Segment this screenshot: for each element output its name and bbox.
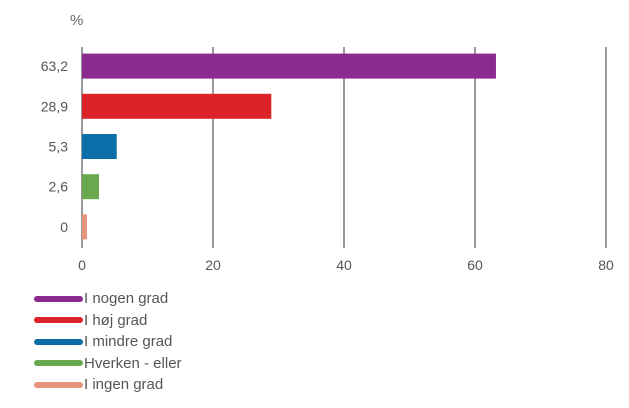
bar	[82, 134, 117, 159]
legend-label: I nogen grad	[84, 290, 169, 308]
bar-value-label: 28,9	[41, 98, 68, 114]
legend-label: I mindre grad	[84, 333, 173, 351]
chart-legend: I nogen grad I høj grad I mindre grad Hverk…	[34, 288, 182, 396]
bar-value-label: 0	[60, 219, 68, 235]
legend-swatch	[34, 317, 83, 324]
legend-item: Hverken - eller	[34, 353, 182, 375]
legend-swatch	[34, 295, 83, 302]
legend-swatch	[34, 360, 83, 367]
bar-chart: 0 20 40 60 80 63,2 28,9 5,3 2,6 0	[41, 47, 614, 273]
legend-label: I høj grad	[84, 311, 148, 329]
legend-swatch	[34, 381, 83, 388]
bar-value-label: 5,3	[49, 139, 69, 155]
legend-swatch	[34, 338, 83, 345]
legend-label: I ingen grad	[84, 376, 164, 394]
legend-label: Hverken - eller	[84, 354, 182, 372]
bar	[82, 174, 100, 200]
legend-item: I mindre grad	[34, 331, 182, 353]
bar-value-label: 63,2	[41, 58, 68, 74]
bar	[82, 53, 496, 79]
legend-item: I høj grad	[34, 310, 182, 332]
legend-item: I nogen grad	[34, 288, 182, 310]
x-tick-label: 0	[78, 257, 86, 273]
legend-item: I ingen grad	[34, 374, 182, 396]
bar-value-label: 2,6	[49, 179, 69, 195]
x-tick-label: 80	[598, 257, 614, 273]
unit-label: %	[70, 12, 84, 29]
x-tick-label: 40	[336, 257, 352, 273]
bar	[82, 93, 272, 119]
bar	[82, 214, 87, 240]
x-tick-label: 20	[205, 257, 221, 273]
x-tick-label: 60	[467, 257, 483, 273]
